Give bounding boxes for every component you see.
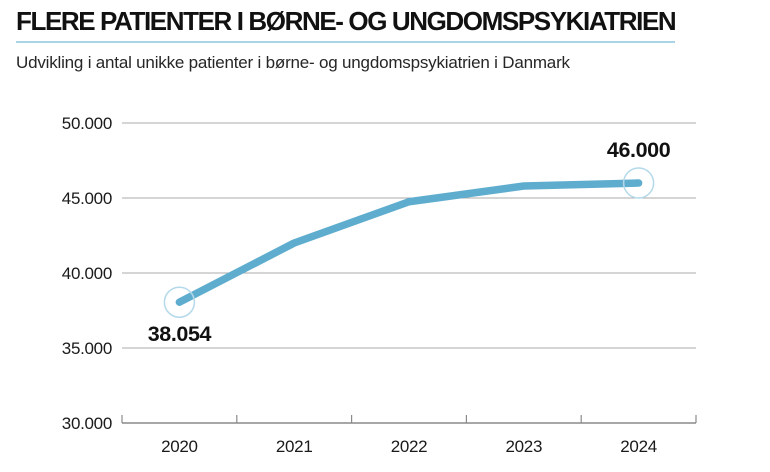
- x-tick-label: 2021: [276, 437, 313, 456]
- chart-subtitle: Udvikling i antal unikke patienter i bør…: [16, 53, 570, 73]
- y-tick-label: 30.000: [62, 414, 112, 433]
- y-tick-label: 35.000: [62, 339, 112, 358]
- x-tick-label: 2024: [620, 437, 657, 456]
- point-highlight-ring: [622, 167, 655, 199]
- x-tick-label: 2022: [391, 437, 428, 456]
- x-tick-label: 2020: [161, 437, 198, 456]
- y-tick-label: 40.000: [62, 264, 112, 283]
- chart-title: FLERE PATIENTER I BØRNE- OG UNGDOMSPSYKI…: [16, 7, 677, 44]
- y-tick-label: 45.000: [62, 189, 112, 208]
- point-highlight-ring: [163, 286, 196, 318]
- data-line: [175, 179, 643, 306]
- point-value-label: 38.054: [148, 322, 212, 346]
- point-value-label: 46.000: [607, 138, 671, 162]
- chart-header: FLERE PATIENTER I BØRNE- OG UNGDOMSPSYKI…: [16, 7, 677, 73]
- y-tick-label: 50.000: [62, 114, 112, 133]
- x-tick-label: 2023: [505, 437, 542, 456]
